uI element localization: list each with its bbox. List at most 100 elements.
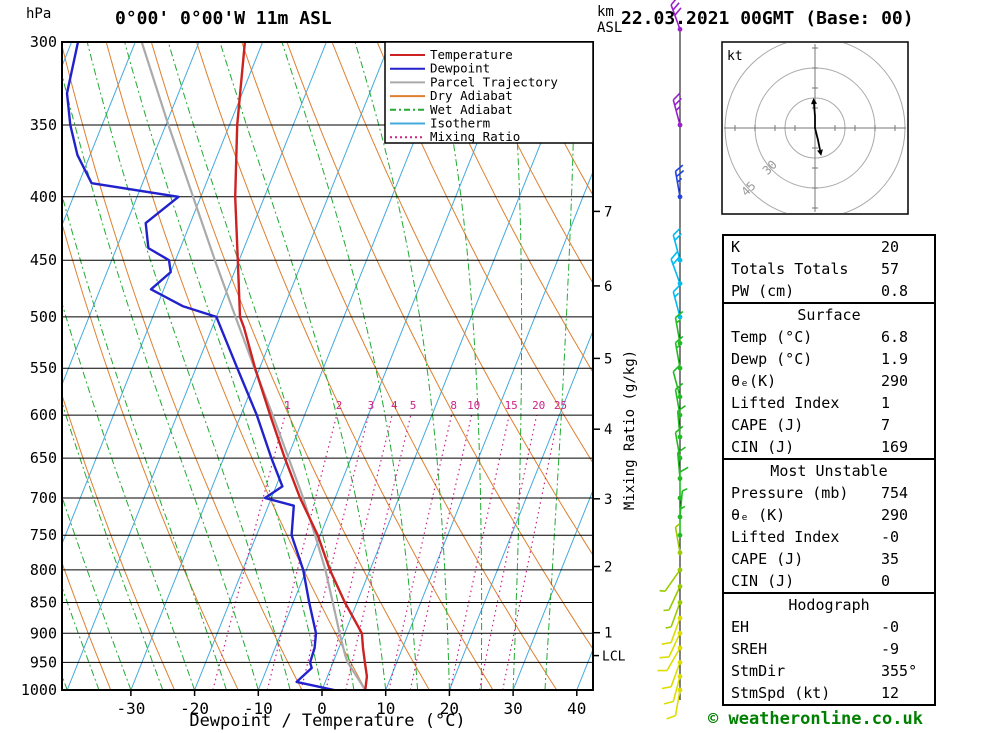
wind-barb-glyph [679, 466, 689, 498]
table-row-label: CIN (J) [731, 572, 795, 590]
table-row: CAPE (J) 7 [724, 414, 934, 436]
table-section-header: Surface [797, 306, 861, 324]
table-row-value: 754 [881, 484, 909, 502]
mixing-ratio-labels: 1 2 3 4 5 8 10 15 20 25 [284, 399, 567, 412]
legend-box [384, 41, 594, 144]
table-section: Surface Temp (°C) 6.8 Dewp (°C) 1.9 θₑ(K) 290 L… [722, 302, 936, 460]
table-row: θₑ(K) 290 [724, 370, 934, 392]
wet-adiabat-line [354, 42, 450, 690]
table-row: CIN (J) 0 [724, 570, 934, 592]
table-row: K 20 [724, 236, 934, 258]
wind-barb [676, 405, 686, 440]
table-section: Hodograph EH -0 SREH -9 StmDir 355° StmSpd (kt)… [722, 592, 936, 706]
wind-barb [674, 382, 684, 418]
mixing-ratio-value-label: 20 [532, 399, 545, 412]
wet-adiabat-line [86, 42, 291, 690]
table-row-value: 1.9 [881, 350, 909, 368]
mixing-ratio-line [212, 414, 286, 690]
temp-tick-label: -10 [244, 699, 273, 718]
lcl-label: LCL [602, 650, 626, 665]
table-row-label: CAPE (J) [731, 550, 804, 568]
isotherm-line [62, 42, 264, 546]
pressure-tick-label: 350 [30, 116, 57, 134]
wet-adiabat-line [544, 42, 576, 690]
legend-label-dewpoint: Dewpoint [430, 61, 490, 76]
pressure-axis-unit-label: hPa [26, 6, 52, 22]
wet-adiabat-line [62, 401, 164, 690]
table-row-value: 1 [881, 394, 891, 412]
pressure-tick-label: 700 [30, 489, 57, 507]
isotherm-line [194, 42, 455, 690]
dry-adiabat-line [421, 42, 593, 374]
wind-barb-glyph [674, 425, 684, 459]
wind-barb-glyph [672, 92, 682, 126]
mixing-ratio-value-label: 5 [410, 399, 417, 412]
pressure-tick-label: 300 [30, 33, 57, 51]
table-row-value: 290 [881, 506, 909, 524]
km-tick-label: 4 [604, 422, 612, 438]
table-section-header: Hodograph [788, 596, 870, 614]
table-section-header: Most Unstable [770, 462, 888, 480]
table-row-value: 0 [881, 572, 891, 590]
wind-barb-glyph [676, 446, 686, 479]
km-axis-unit-label: km [597, 4, 614, 20]
wind-barb-glyph [665, 602, 681, 629]
wind-barb [672, 227, 683, 263]
mixing-ratio-value-label: 8 [450, 399, 457, 412]
table-row-value: 290 [881, 372, 909, 390]
km-tick-label: 3 [604, 492, 612, 508]
pressure-tick-label: 1000 [21, 681, 57, 699]
table-row-label: K [731, 238, 741, 256]
temperature-axis: -30 -20 -10 0 10 20 30 40 [116, 690, 586, 718]
mixing-ratio-line [478, 414, 538, 690]
km-tick-label: 2 [604, 560, 612, 576]
wind-barb [676, 446, 686, 481]
table-row-label: SREH [731, 640, 768, 658]
plot-border [61, 41, 594, 691]
mixing-ratio-line [325, 414, 393, 690]
pressure-tick-label: 900 [30, 624, 57, 642]
wind-barb [672, 364, 683, 400]
table-row-value: 355° [881, 662, 918, 680]
table-row: Pressure (mb) 754 [724, 482, 934, 504]
table-row-label: Dewp (°C) [731, 350, 813, 368]
credit-footer: © weatheronline.co.uk [708, 709, 923, 729]
dry-adiabat-line [62, 561, 112, 690]
table-row: CIN (J) 169 [724, 436, 934, 458]
table-row-label: Lifted Index [731, 528, 840, 546]
wind-barb [677, 487, 688, 520]
pressure-tick-label: 800 [30, 561, 57, 579]
mixing-ratio-axis-label: Mixing Ratio (g/kg) [622, 349, 638, 511]
table-row-value: 12 [881, 684, 900, 702]
table-row: CAPE (J) 35 [724, 548, 934, 570]
wind-barb-glyph [659, 632, 681, 659]
asl-axis-unit-label: ASL [597, 20, 623, 36]
isotherm-line [257, 42, 518, 690]
wind-barb-glyph [672, 227, 682, 261]
km-axis: 1 2 3 4 5 6 7 LCL [593, 204, 626, 665]
isotherm-lines [62, 42, 593, 690]
legend-label-parcel: Parcel Trajectory [430, 74, 558, 89]
station-title: 0°00' 0°00'W 11m ASL [115, 8, 332, 29]
hodograph-arrow [811, 98, 817, 105]
table-row: Lifted Index 1 [724, 392, 934, 414]
mixing-ratio-value-label: 4 [391, 399, 398, 412]
km-tick-label: 7 [604, 204, 612, 220]
table-row-value: -0 [881, 528, 900, 546]
temp-tick-label: 30 [503, 699, 522, 718]
table-section: K 20 Totals Totals 57 PW (cm) 0.8 [722, 234, 936, 304]
table-row: θₑ (K) 290 [724, 504, 934, 526]
temp-tick-label: 10 [376, 699, 395, 718]
table-row-value: 7 [881, 416, 891, 434]
dry-adiabat-line [62, 393, 175, 690]
table-row: Dewp (°C) 1.9 [724, 348, 934, 370]
temp-tick-label: 40 [567, 699, 586, 718]
wind-barb [663, 584, 683, 612]
pressure-tick-label: 950 [30, 653, 57, 671]
mixing-ratio-value-label: 2 [336, 399, 343, 412]
wet-adiabat-line [62, 72, 259, 690]
wet-adiabat-line [62, 585, 100, 690]
wind-barb-glyph [674, 335, 684, 369]
pressure-tick-label: 450 [30, 251, 57, 269]
